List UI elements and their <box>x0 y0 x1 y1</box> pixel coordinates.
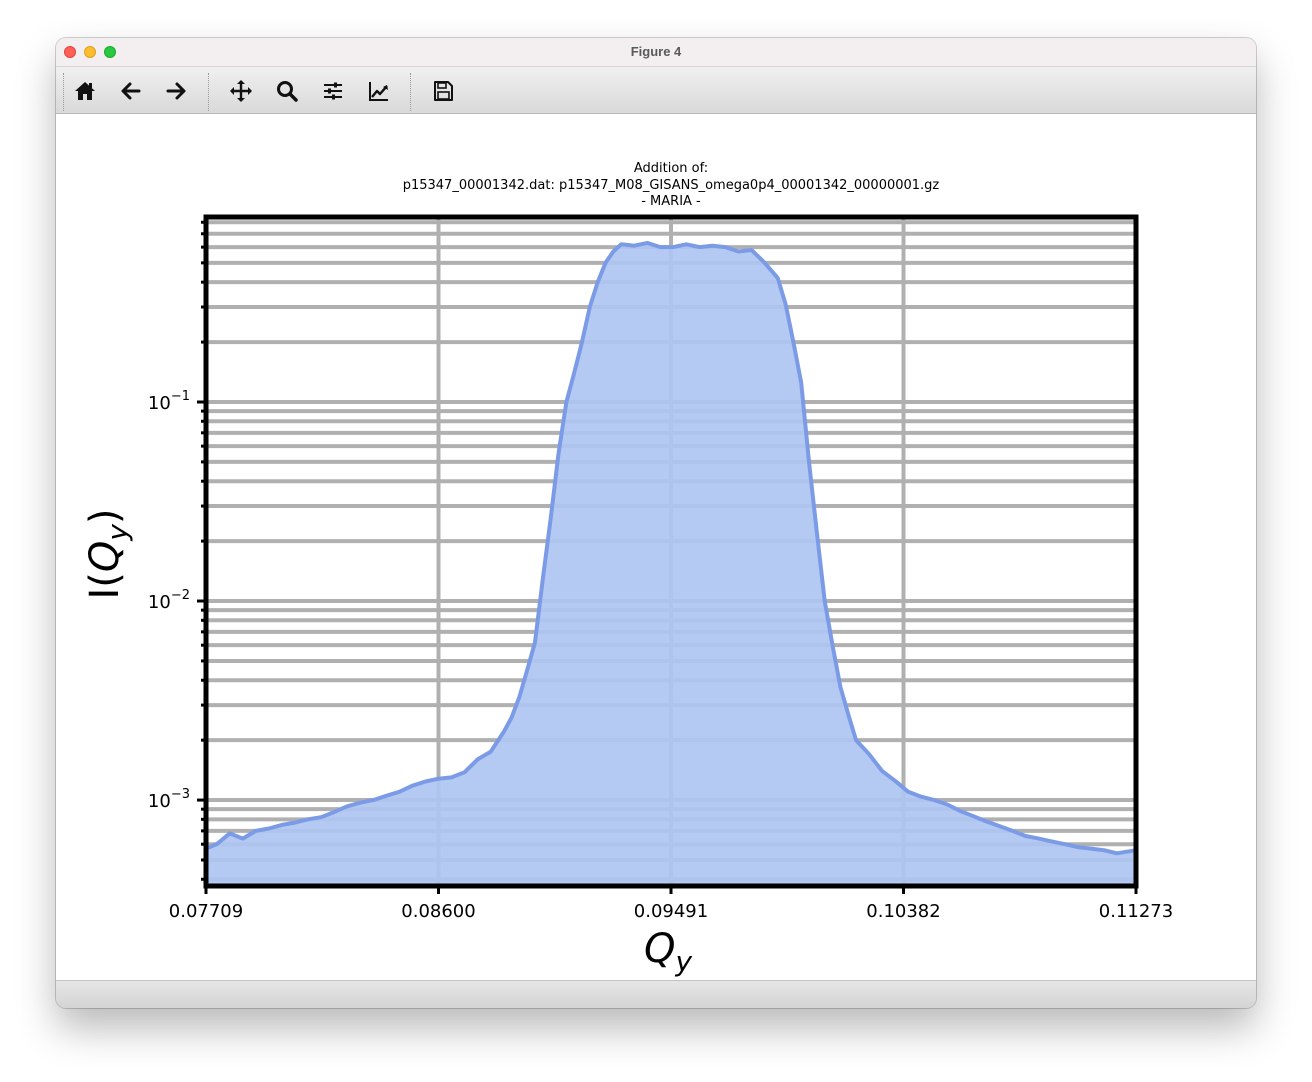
title-bar: Figure 4 <box>56 38 1256 67</box>
zoom-button[interactable] <box>271 75 303 107</box>
chart-title-line: p15347_00001342.dat: p15347_M08_GISANS_o… <box>403 178 940 193</box>
y-tick-label: 10−1 <box>148 389 190 414</box>
move-icon <box>230 80 252 102</box>
chart-title-line: - MARIA - <box>641 194 701 209</box>
edit-axis-button[interactable] <box>363 75 395 107</box>
pan-button[interactable] <box>225 75 257 107</box>
chart-title-line: Addition of: <box>634 161 708 176</box>
chart-svg[interactable]: Addition of: p15347_00001342.dat: p15347_… <box>56 114 1256 980</box>
configure-subplots-button[interactable] <box>317 75 349 107</box>
window-title: Figure 4 <box>630 44 682 59</box>
x-axis-label: Qy <box>644 926 692 978</box>
toolbar-grip <box>63 73 64 111</box>
sliders-icon <box>324 82 342 100</box>
series-line <box>205 240 1137 856</box>
y-axis-label: I(Qy) <box>82 508 134 599</box>
floppy-disk-icon <box>434 81 453 101</box>
line-chart-icon <box>369 82 388 101</box>
save-button[interactable] <box>427 75 459 107</box>
plot-canvas[interactable]: Addition of: p15347_00001342.dat: p15347_… <box>56 114 1256 980</box>
y-tick-label: 10−2 <box>148 588 190 613</box>
toolbar-separator <box>410 73 411 111</box>
home-button[interactable] <box>69 75 101 107</box>
figure-window: Figure 4 <box>56 38 1256 1008</box>
arrow-left-icon <box>121 82 141 100</box>
minimize-window-button[interactable] <box>84 46 96 58</box>
magnifier-icon <box>277 81 298 102</box>
area-fill <box>206 242 1136 886</box>
forward-button[interactable] <box>160 75 192 107</box>
back-button[interactable] <box>115 75 147 107</box>
arrow-right-icon <box>166 82 186 100</box>
close-window-button[interactable] <box>64 46 76 58</box>
y-tick-label: 10−3 <box>148 787 190 812</box>
x-tick-label: 0.07709 <box>169 901 243 922</box>
home-icon <box>75 82 95 100</box>
x-tick-label: 0.11273 <box>1099 901 1173 922</box>
x-tick-label: 0.10382 <box>866 901 940 922</box>
x-tick-label: 0.09491 <box>634 901 708 922</box>
navigation-toolbar <box>56 67 1256 114</box>
toolbar-separator <box>208 73 209 111</box>
status-bar <box>56 980 1256 1008</box>
x-tick-label: 0.08600 <box>401 901 475 922</box>
maximize-window-button[interactable] <box>104 46 116 58</box>
